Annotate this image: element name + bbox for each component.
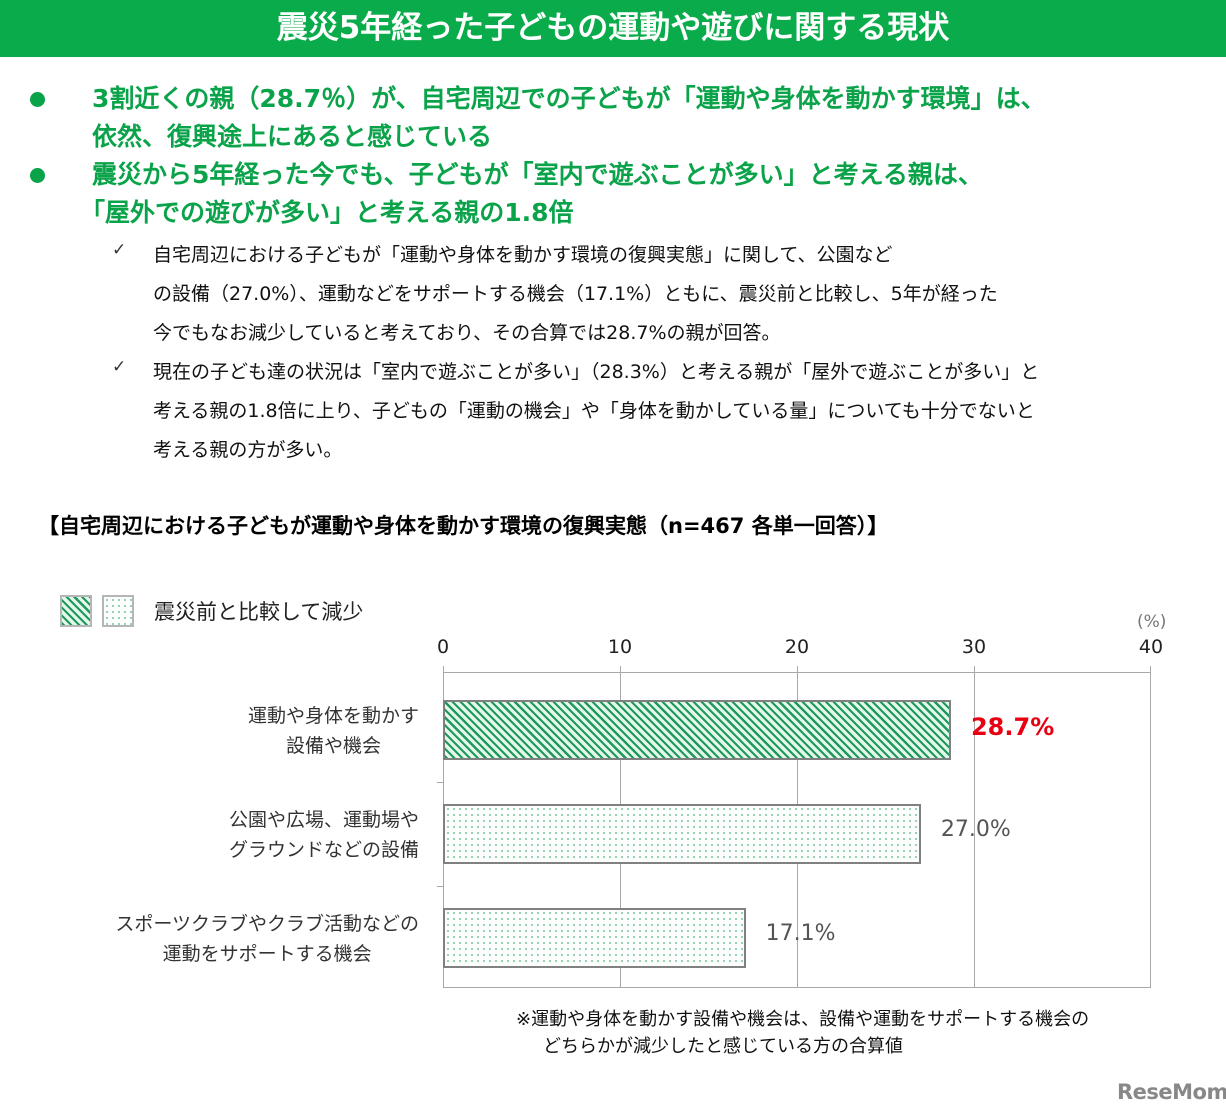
gridline: [1150, 672, 1151, 988]
bar-3: [443, 908, 746, 968]
category-label-1: 運動や身体を動かす 設備や機会: [248, 701, 419, 761]
bar-2: [443, 804, 921, 864]
gridline: [974, 672, 975, 988]
bar-3-value-label: 17.1%: [765, 921, 836, 946]
category-tick-mark: [437, 886, 443, 887]
category-label-3: スポーツクラブやクラブ活動などの 運動をサポートする機会: [115, 909, 419, 969]
x-tick-label: 30: [961, 636, 987, 658]
bar-1: [443, 700, 951, 760]
detail-note-2-line-1: 現在の子ども達の状況は「室内で遊ぶことが多い」（28.3%）と考える親が「屋外で…: [153, 361, 1040, 383]
finding-1: 3割近くの親（28.7％）が、自宅周辺での子どもが「運動や身体を動かす環境」は、…: [0, 80, 1226, 156]
detail-notes: ✓ 自宅周辺における子どもが「運動や身体を動かす環境の復興実態」に関して、公園な…: [112, 236, 1212, 470]
checkmark-icon: ✓: [112, 357, 127, 377]
category-label-line: 運動をサポートする機会: [162, 943, 372, 965]
legend-label: 震災前と比較して減少: [154, 600, 364, 624]
chart-title: 【自宅周辺における子どもが運動や身体を動かす環境の復興実態（n=467 各単一回…: [38, 514, 889, 538]
category-tick-mark: [437, 782, 443, 783]
bar-1-value-label: 28.7%: [970, 713, 1055, 741]
key-findings: 3割近くの親（28.7％）が、自宅周辺での子どもが「運動や身体を動かす環境」は、…: [0, 80, 1226, 232]
finding-2: 震災から5年経った今でも、子どもが「室内で遊ぶことが多い」と考える親は、 「屋外…: [0, 156, 1226, 232]
x-tick-mark: [974, 666, 975, 672]
category-label-line: 公園や広場、運動場や: [228, 809, 419, 831]
x-tick-label: 0: [436, 636, 450, 658]
axis-unit-label: (%): [1137, 612, 1167, 632]
finding-1-line-1: 3割近くの親（28.7％）が、自宅周辺での子どもが「運動や身体を動かす環境」は、: [92, 84, 1046, 113]
chart-footnote: ※運動や身体を動かす設備や機会は、設備や運動をサポートする機会の どちらかが減少…: [516, 1006, 1089, 1060]
checkmark-icon: ✓: [112, 240, 127, 260]
footnote-line-1: ※運動や身体を動かす設備や機会は、設備や運動をサポートする機会の: [516, 1009, 1090, 1030]
footnote-line-2: どちらかが減少したと感じている方の合算値: [543, 1036, 903, 1057]
x-tick-mark: [620, 666, 621, 672]
resemom-logo: ReseMom: [1117, 1080, 1226, 1104]
detail-note-1-line-3: 今でもなお減少していると考えており、その合算では28.7%の親が回答。: [153, 322, 781, 344]
legend-hatch-swatch-icon: [60, 595, 92, 627]
finding-2-line-1: 震災から5年経った今でも、子どもが「室内で遊ぶことが多い」と考える親は、: [92, 160, 983, 189]
finding-2-line-2: 「屋外での遊びが多い」と考える親の1.8倍: [80, 198, 574, 227]
detail-note-2-line-2: 考える親の1.8倍に上り、子どもの「運動の機会」や「身体を動かしている量」につい…: [153, 400, 1035, 422]
chart-legend: 震災前と比較して減少: [60, 594, 363, 628]
legend-dots-swatch-icon: [102, 595, 134, 627]
category-label-line: 運動や身体を動かす: [247, 705, 419, 727]
bullet-dot-icon: [30, 92, 45, 107]
detail-note-2-line-3: 考える親の方が多い。: [153, 439, 343, 461]
page-banner-title: 震災5年経った子どもの運動や遊びに関する現状: [0, 0, 1226, 57]
x-tick-mark: [443, 666, 444, 672]
category-label-line: 設備や機会: [285, 735, 381, 757]
detail-note-2: ✓ 現在の子ども達の状況は「室内で遊ぶことが多い」（28.3%）と考える親が「屋…: [112, 353, 1212, 470]
detail-note-1-line-1: 自宅周辺における子どもが「運動や身体を動かす環境の復興実態」に関して、公園など: [153, 244, 893, 266]
x-tick-label: 20: [784, 636, 810, 658]
detail-note-1-line-2: の設備（27.0%）、運動などをサポートする機会（17.1%）ともに、震災前と比…: [153, 283, 998, 305]
category-label-line: グラウンドなどの設備: [228, 839, 419, 861]
category-label-line: スポーツクラブやクラブ活動などの: [115, 913, 419, 935]
x-tick-mark: [797, 666, 798, 672]
category-label-2: 公園や広場、運動場や グラウンドなどの設備: [229, 805, 419, 865]
x-tick-label: 40: [1138, 636, 1164, 658]
finding-1-line-2: 依然、復興途上にあると感じている: [92, 122, 493, 151]
detail-note-1: ✓ 自宅周辺における子どもが「運動や身体を動かす環境の復興実態」に関して、公園な…: [112, 236, 1212, 353]
bullet-dot-icon: [30, 168, 45, 183]
x-tick-label: 10: [607, 636, 633, 658]
bar-chart-plot-area: 28.7% 27.0% 17.1%: [437, 666, 1151, 988]
bar-2-value-label: 27.0%: [940, 817, 1011, 842]
x-tick-mark: [1150, 666, 1151, 672]
